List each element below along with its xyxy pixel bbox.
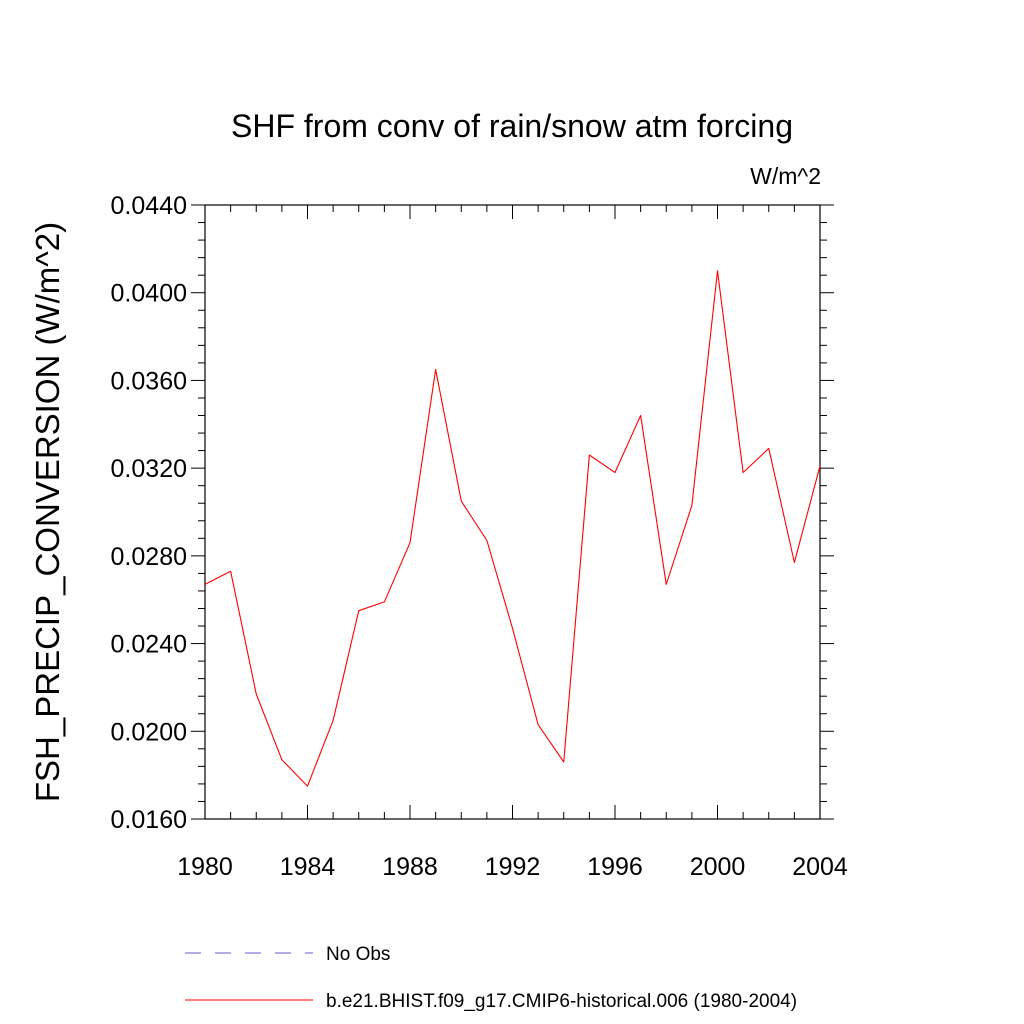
legend-label: No Obs <box>326 944 390 965</box>
x-tick-label: 1980 <box>177 853 233 881</box>
x-tick-label: 2004 <box>792 853 848 881</box>
x-tick-label: 1988 <box>382 853 438 881</box>
units-label: W/m^2 <box>750 163 821 189</box>
y-tick-label: 0.0200 <box>111 718 187 746</box>
chart-title: SHF from conv of rain/snow atm forcing <box>231 108 793 144</box>
y-tick-label: 0.0360 <box>111 367 187 395</box>
series-line <box>204 270 821 787</box>
plot-area: 1980 1984 1988 1992 1996 2000 2004 0.0160 0.0200… <box>111 192 848 881</box>
y-tick-label: 0.0280 <box>111 543 187 571</box>
legend-label: b.e21.BHIST.f09_g17.CMIP6-historical.006… <box>326 991 797 1012</box>
x-tick-label: 1992 <box>485 853 541 881</box>
y-axis-label: FSH_PRECIP_CONVERSION (W/m^2) <box>29 222 66 802</box>
y-tick-label: 0.0440 <box>111 192 187 220</box>
legend: No Obs b.e21.BHIST.f09_g17.CMIP6-historic… <box>185 944 797 1012</box>
y-tick-label: 0.0240 <box>111 631 187 659</box>
x-tick-label: 1984 <box>280 853 336 881</box>
y-tick-label: 0.0160 <box>111 806 187 834</box>
y-tick-label: 0.0320 <box>111 455 187 483</box>
plot-frame <box>204 204 821 820</box>
x-tick-label: 2000 <box>690 853 746 881</box>
y-tick-label: 0.0400 <box>111 280 187 308</box>
x-tick-label: 1996 <box>587 853 643 881</box>
